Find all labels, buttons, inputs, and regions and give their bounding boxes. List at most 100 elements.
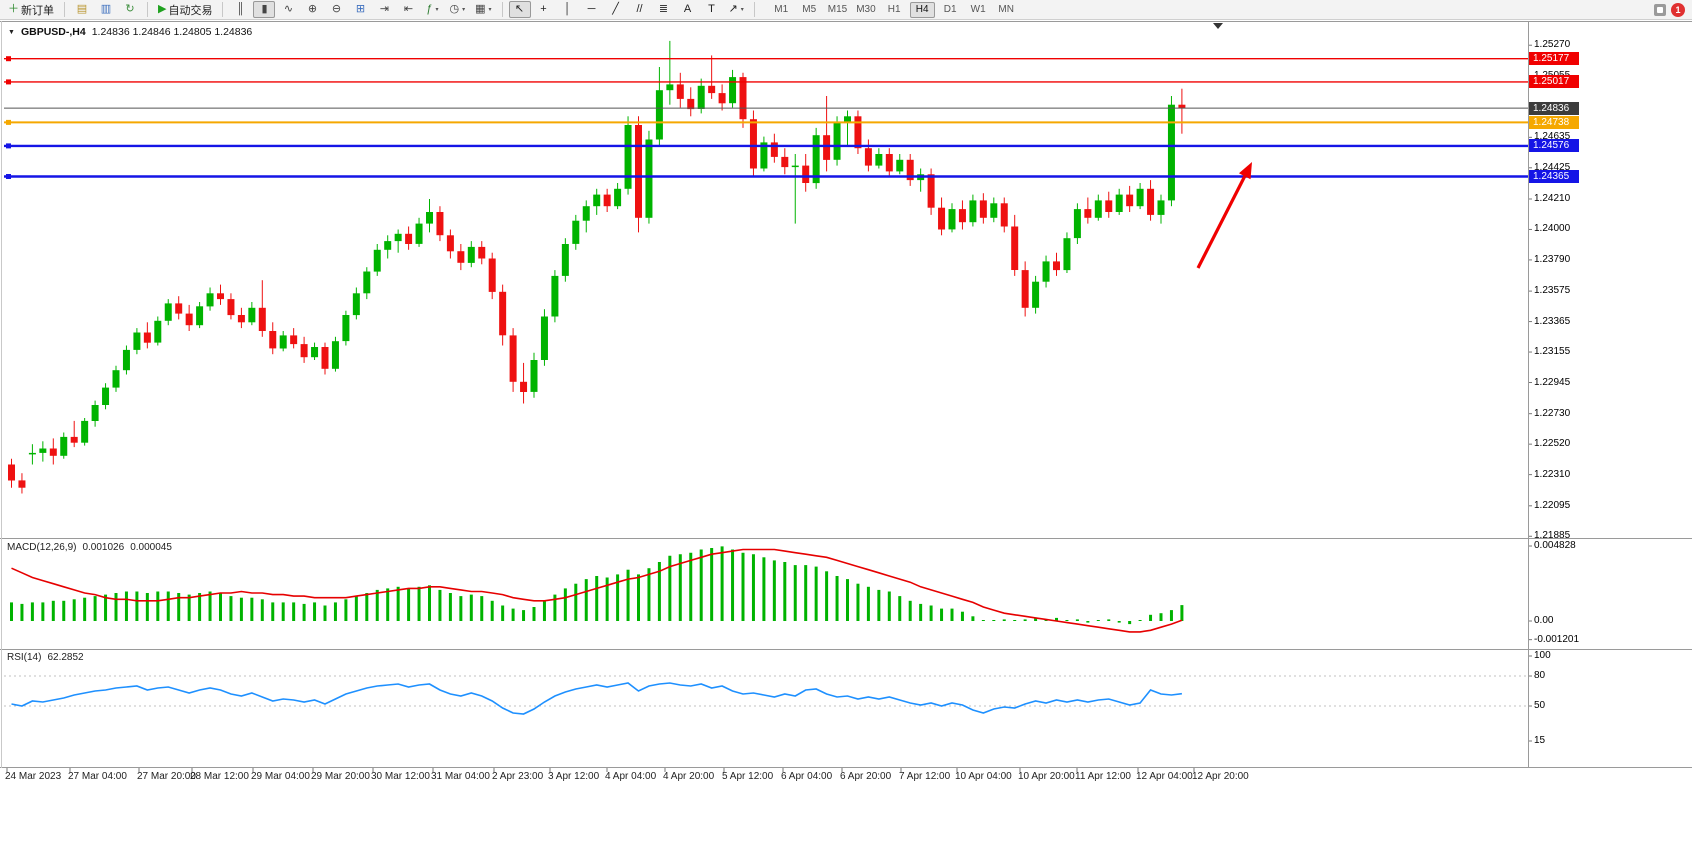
candle-body (864, 148, 872, 166)
candlestick-chart-button[interactable]: ▮ (253, 1, 276, 18)
candle-body (248, 307, 256, 323)
chart-shift-button[interactable]: ⇤ (397, 1, 419, 18)
horizontal-line-button[interactable]: ─ (581, 1, 603, 18)
timeframe-M15-button[interactable]: M15 (825, 2, 850, 18)
crosshair-button[interactable]: + (533, 1, 555, 18)
text-button[interactable]: A (677, 1, 699, 18)
candle-body (760, 142, 768, 169)
new-chart-icon: ▤ (76, 3, 88, 15)
templates-icon: ▦ (475, 3, 486, 15)
templates-button[interactable]: ▦ ▾ (471, 1, 495, 18)
auto-scroll-button[interactable]: ⇥ (373, 1, 395, 18)
timeframe-M30-button[interactable]: M30 (853, 2, 878, 18)
line-handle[interactable] (6, 119, 11, 125)
periods-button[interactable]: ◷ ▾ (445, 1, 469, 18)
timeframe-W1-button[interactable]: W1 (966, 2, 991, 18)
vertical-line-button[interactable]: │ (557, 1, 579, 18)
line-handle[interactable] (6, 79, 11, 85)
community-icon[interactable] (1654, 3, 1666, 16)
arrows-button[interactable]: ↗ ▾ (725, 1, 748, 18)
time-tick-label: 6 Apr 04:00 (781, 771, 833, 782)
candle-body (467, 246, 475, 263)
fibonacci-button[interactable]: ≣ (653, 1, 675, 18)
zoom-in-button[interactable]: ⊕ (301, 1, 323, 18)
time-tick-label: 5 Apr 12:00 (722, 771, 774, 782)
toolbar-separator (753, 2, 755, 17)
candle-body (331, 341, 339, 369)
line-handle[interactable] (6, 56, 11, 62)
candle-body (896, 159, 904, 172)
time-tick-label: 24 Mar 2023 (5, 771, 62, 782)
channel-button[interactable]: // (629, 1, 651, 18)
timeframe-M5-button[interactable]: M5 (797, 2, 822, 18)
channel-icon: // (636, 3, 643, 15)
candle-body (300, 344, 308, 358)
rsi-panel-border[interactable] (0, 649, 1692, 650)
price-tick-label: 1.22945 (1534, 376, 1571, 388)
candle-body (49, 448, 57, 456)
candle-body (802, 165, 810, 183)
candle-body (196, 306, 204, 326)
candle-body (1063, 238, 1071, 271)
macd-panel-border[interactable] (0, 538, 1692, 539)
price-tick-label: 1.24635 (1534, 131, 1571, 143)
rsi-label: RSI(14) 62.2852 (7, 652, 84, 663)
candle-body (917, 174, 925, 181)
timeframe-H4-button[interactable]: H4 (909, 1, 935, 18)
candle-body (561, 244, 569, 276)
price-line-label: 1.24738 (1529, 115, 1579, 129)
time-tick-label: 29 Mar 20:00 (311, 771, 370, 782)
line-handle[interactable] (6, 143, 11, 149)
time-tick-label: 29 Mar 04:00 (251, 771, 310, 782)
text-icon: A (683, 3, 692, 15)
candle-body (70, 436, 78, 443)
timeframe-MN-button[interactable]: MN (994, 2, 1019, 18)
trend-arrow-head[interactable] (1238, 162, 1252, 180)
new-order-button[interactable]: ＋ 新订单 (4, 1, 58, 18)
candle-body (833, 122, 841, 160)
bar-chart-button[interactable]: ║ (229, 1, 251, 18)
candle-body (122, 349, 130, 371)
price-line-label: 1.24365 (1529, 170, 1579, 183)
timeframe-D1-button[interactable]: D1 (938, 2, 963, 18)
candle-body (1105, 200, 1113, 212)
symbol-info: ▼ GBPUSD-,H4 1.24836 1.24846 1.24805 1.2… (8, 26, 252, 38)
line-chart-button[interactable]: ∿ (277, 1, 299, 18)
auto-trading-button[interactable]: ▶ 自动交易 (154, 1, 216, 18)
candle-body (823, 135, 831, 160)
profiles-button[interactable]: ▥ (95, 1, 117, 18)
candle-body (582, 206, 590, 221)
time-tick-label: 10 Apr 04:00 (955, 771, 1012, 782)
price-tick-label: 1.24425 (1534, 161, 1571, 173)
candle-body (530, 360, 538, 392)
time-tick-label: 11 Apr 12:00 (1075, 771, 1131, 782)
macd-name: MACD(12,26,9) (7, 542, 77, 553)
candle-body (394, 233, 402, 242)
candlestick-chart-icon: ▮ (261, 3, 268, 15)
timeframe-M1-button[interactable]: M1 (769, 2, 794, 18)
shift-marker-icon[interactable] (1213, 23, 1223, 29)
text-label-button[interactable]: T (701, 1, 723, 18)
trend-arrow[interactable] (1196, 175, 1247, 269)
refresh-button[interactable]: ↻ (119, 1, 141, 18)
timeframe-H1-button[interactable]: H1 (882, 2, 907, 18)
window-menu-icon[interactable]: ▼ (8, 28, 15, 36)
trendline-button[interactable]: ╱ (605, 1, 627, 18)
zoom-out-button[interactable]: ⊖ (325, 1, 347, 18)
arrows-icon: ↗ (728, 3, 738, 15)
indicators-button[interactable]: ƒ ▾ (421, 1, 443, 18)
candle-body (1167, 104, 1175, 201)
candle-body (1073, 209, 1081, 239)
line-handle[interactable] (6, 174, 11, 179)
notifications-badge[interactable]: 1 (1671, 2, 1685, 17)
candle-body (102, 387, 110, 405)
tile-windows-button[interactable]: ⊞ (349, 1, 371, 18)
price-tick-label: 1.24210 (1534, 192, 1571, 204)
cursor-button[interactable]: ↖ (508, 1, 531, 18)
auto-trading-label: 自动交易 (168, 4, 213, 17)
candle-body (227, 299, 235, 316)
toolbar-separator (64, 2, 65, 17)
new-chart-button[interactable]: ▤ (71, 1, 93, 18)
price-tick-label: 1.24000 (1534, 223, 1571, 235)
